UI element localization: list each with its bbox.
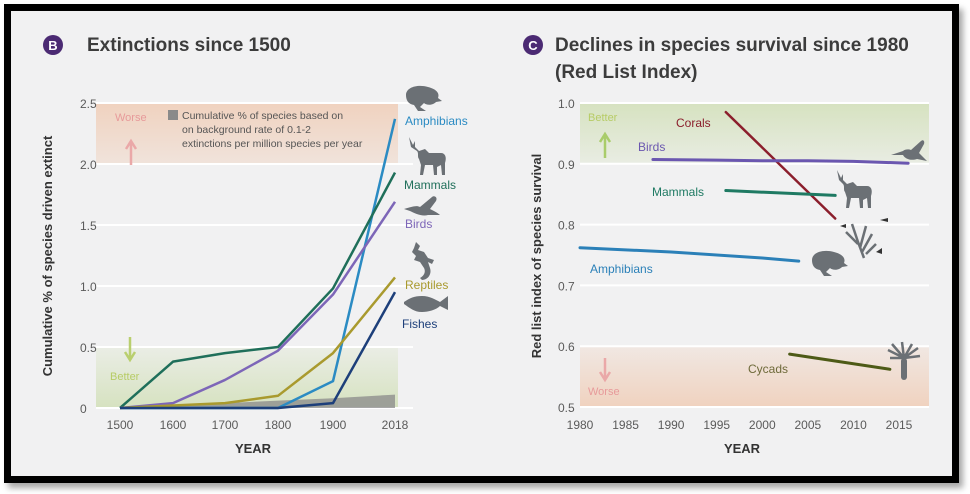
cycad-icon [887,341,921,380]
x-tick-label: 1600 [160,418,187,432]
x-tick-label: 2015 [886,418,913,432]
series-label-amphibians: Amphibians [590,262,653,276]
panel-b-title: Extinctions since 1500 [87,35,291,56]
legend-line-2: on background rate of 0.1-2 [182,124,311,136]
series-label-birds: Birds [638,140,665,154]
y-tick-label: 1.5 [80,219,97,233]
x-tick-label: 2010 [840,418,867,432]
panel-b-x-axis-label: YEAR [235,441,272,456]
panel-c-badge [523,35,543,55]
x-tick-label: 1990 [658,418,685,432]
panel-c-subtitle: (Red List Index) [555,62,698,83]
y-tick-label: 0.5 [558,401,575,415]
deer-icon [409,137,446,175]
series-label-birds: Birds [405,217,432,231]
panel-c-better-label: Better [588,112,618,124]
panel-b-extinctions: B Extinctions since 1500 Cumulative % of… [40,35,468,456]
series-label-reptiles: Reptiles [405,278,448,292]
panel-b-badge [43,35,63,55]
panel-c-y-axis-label: Red list index of species survival [529,154,544,358]
series-label-mammals: Mammals [652,185,704,199]
series-label-amphibians: Amphibians [405,114,468,128]
worse-band [96,103,398,164]
series-line-amphibians [578,246,801,263]
arrow-up-icon [598,131,612,158]
frog-icon [406,85,442,111]
deer-icon [837,170,872,208]
panel-b-better-label: Better [110,371,140,383]
y-tick-label: 0.5 [80,341,97,355]
series-line-mammals [119,171,397,409]
hummingbird-icon [891,140,927,161]
y-tick-label: 2.5 [80,97,97,111]
series-line-fishes [120,291,397,410]
panel-c-red-list-index: C Declines in species survival since 198… [523,35,929,456]
panel-b-y-axis-label: Cumulative % of species driven extinct [40,135,55,376]
y-tick-label: 0.7 [558,279,575,293]
arrow-down-icon [123,337,137,363]
bird-icon [404,196,440,216]
panel-b-badge-letter: B [48,38,57,53]
panel-c-x-axis-label: YEAR [724,441,761,456]
x-tick-label: 1800 [265,418,292,432]
worse-band [580,346,929,407]
panel-b-legend: Cumulative % of species based on on back… [168,110,363,150]
x-tick-label: 1900 [320,418,347,432]
panel-c-worse-label: Worse [588,386,620,398]
x-tick-label: 2005 [795,418,822,432]
y-tick-label: 1.0 [80,280,97,294]
series-line-birds [119,201,397,410]
arrow-down-icon [598,358,612,383]
x-tick-label: 2000 [749,418,776,432]
panel-b-worse-label: Worse [115,112,147,124]
series-label-corals: Corals [676,116,711,130]
better-band [580,103,929,164]
series-label-fishes: Fishes [402,317,437,331]
coral-icon [840,218,888,259]
y-tick-label: 0 [80,402,87,416]
y-tick-label: 2.0 [80,158,97,172]
y-tick-label: 1.0 [558,97,575,111]
lizard-icon [412,242,434,280]
legend-swatch-background-rate [168,110,178,120]
x-tick-label: 1980 [567,418,594,432]
legend-line-1: Cumulative % of species based on [182,110,343,122]
series-label-cycads: Cycads [748,362,788,376]
panel-c-title: Declines in species survival since 1980 [555,35,909,56]
x-tick-label: 1995 [703,418,730,432]
x-tick-label: 1700 [212,418,239,432]
series-line-cycads [788,352,892,371]
y-tick-label: 0.8 [558,219,575,233]
x-tick-label: 1985 [612,418,639,432]
series-line-corals [724,110,837,220]
series-line-birds [651,158,910,165]
legend-line-3: extinctions per million species per year [182,138,363,150]
panel-c-badge-letter: C [528,38,538,53]
series-line-reptiles [119,276,396,410]
fish-icon [404,296,448,312]
x-tick-label: 1500 [107,418,134,432]
x-tick-label: 2018 [382,418,409,432]
y-tick-label: 0.9 [558,158,575,172]
frog-icon [812,250,848,276]
y-tick-label: 0.6 [558,340,575,354]
arrow-up-icon [124,138,138,165]
series-line-mammals [724,189,837,197]
series-label-mammals: Mammals [404,178,456,192]
